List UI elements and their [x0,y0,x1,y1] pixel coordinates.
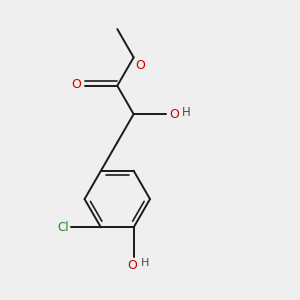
Text: O: O [71,78,81,91]
Text: O: O [127,260,137,272]
Text: H: H [182,106,190,119]
Text: O: O [135,59,145,72]
Text: Cl: Cl [57,221,69,234]
Text: H: H [141,259,149,269]
Text: O: O [169,108,179,121]
